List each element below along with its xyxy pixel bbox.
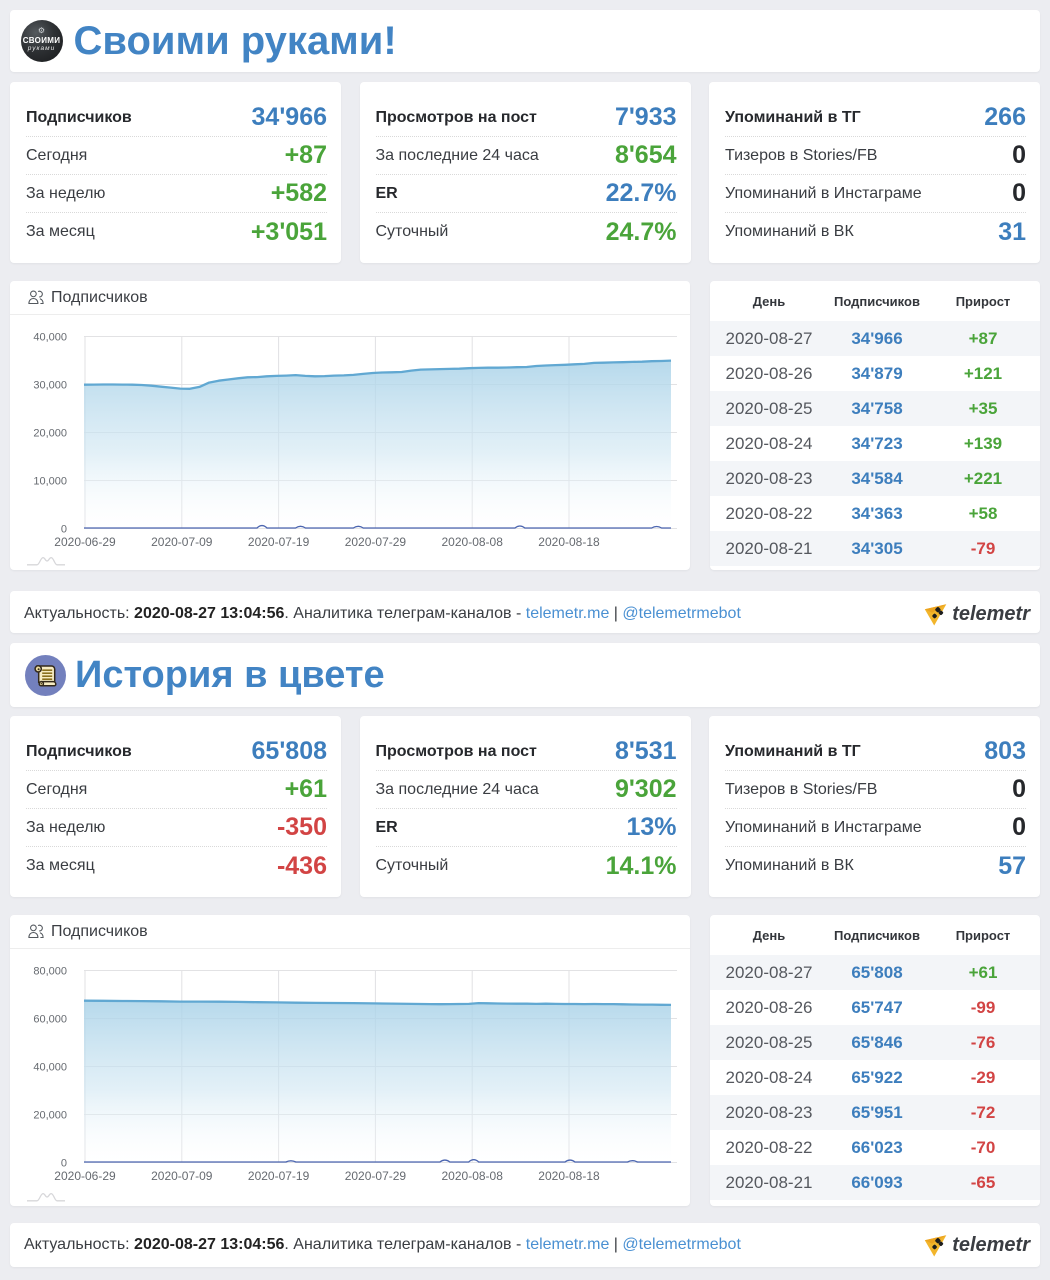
svg-text:30,000: 30,000 bbox=[33, 380, 67, 392]
svg-text:80,000: 80,000 bbox=[33, 966, 67, 978]
svg-text:40,000: 40,000 bbox=[33, 1062, 67, 1074]
svg-text:20,000: 20,000 bbox=[33, 1110, 67, 1122]
svg-text:0: 0 bbox=[61, 1158, 67, 1170]
svg-text:2020-07-29: 2020-07-29 bbox=[345, 535, 407, 549]
svg-text:40,000: 40,000 bbox=[33, 332, 67, 344]
svg-text:2020-07-19: 2020-07-19 bbox=[248, 1169, 310, 1183]
svg-text:2020-08-18: 2020-08-18 bbox=[538, 535, 600, 549]
svg-text:0: 0 bbox=[61, 524, 67, 536]
svg-text:2020-07-09: 2020-07-09 bbox=[151, 535, 213, 549]
svg-text:2020-07-09: 2020-07-09 bbox=[151, 1169, 213, 1183]
svg-text:2020-06-29: 2020-06-29 bbox=[54, 535, 116, 549]
svg-text:20,000: 20,000 bbox=[33, 428, 67, 440]
svg-text:2020-06-29: 2020-06-29 bbox=[54, 1169, 116, 1183]
svg-text:2020-07-19: 2020-07-19 bbox=[248, 535, 310, 549]
svg-text:2020-08-08: 2020-08-08 bbox=[442, 535, 504, 549]
svg-text:2020-07-29: 2020-07-29 bbox=[345, 1169, 407, 1183]
svg-text:10,000: 10,000 bbox=[33, 476, 67, 488]
svg-text:60,000: 60,000 bbox=[33, 1014, 67, 1026]
svg-text:2020-08-18: 2020-08-18 bbox=[538, 1169, 600, 1183]
svg-text:2020-08-08: 2020-08-08 bbox=[442, 1169, 504, 1183]
